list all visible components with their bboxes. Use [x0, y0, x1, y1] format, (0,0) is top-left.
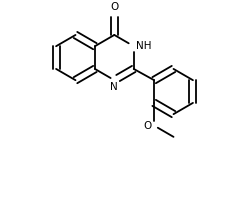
Text: N: N — [110, 82, 118, 92]
Text: O: O — [110, 2, 118, 12]
Text: O: O — [144, 121, 152, 131]
Text: NH: NH — [136, 41, 152, 51]
